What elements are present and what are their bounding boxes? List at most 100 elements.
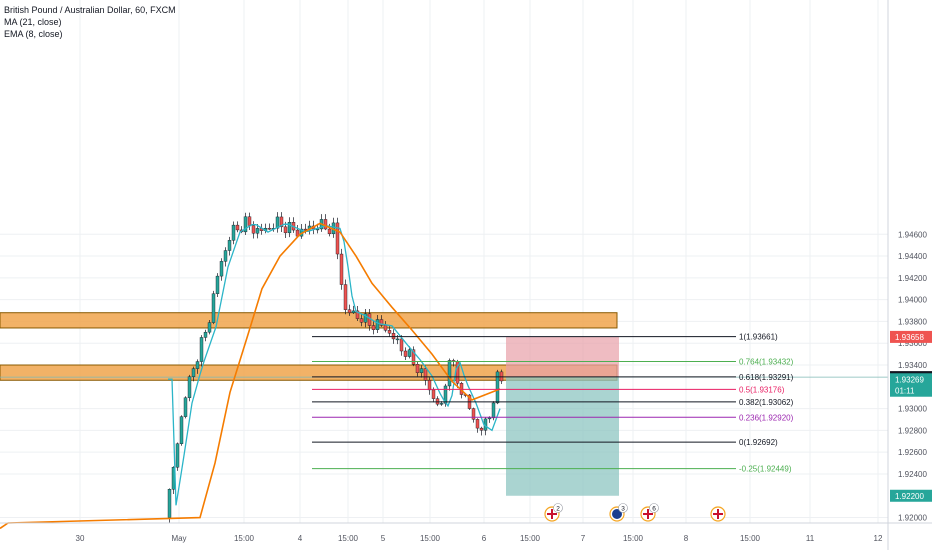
ma-21-line — [168, 223, 501, 506]
candle-body — [231, 224, 236, 241]
candle-body — [395, 338, 400, 341]
price-tick-label: 1.92400 — [898, 470, 927, 479]
candle-body — [287, 222, 292, 234]
candle-body — [419, 368, 424, 373]
candle-body — [431, 389, 436, 399]
price-badge — [890, 330, 932, 343]
ma-path — [168, 223, 501, 506]
price-tick-label: 1.93000 — [898, 405, 927, 414]
candle-body — [255, 228, 260, 234]
candle-body — [335, 222, 340, 255]
event-count: 6 — [652, 506, 656, 513]
candle-body — [247, 216, 252, 226]
time-tick-label: 15:00 — [623, 534, 644, 543]
fibonacci-retracement[interactable]: 1(1.93661) 0.764(1.93432) 0.618(1.93291) 0.… — [312, 333, 794, 474]
time-tick-label: 15:00 — [740, 534, 761, 543]
fib-level-label: 0.618(1.93291) — [739, 373, 794, 382]
candle-body — [479, 427, 484, 431]
price-tick-label: 1.93400 — [898, 361, 927, 370]
candle-body — [471, 408, 476, 420]
candle-body — [423, 368, 428, 381]
candle-body — [487, 417, 492, 420]
price-tick-label: 1.93800 — [898, 317, 927, 326]
fib-level-label: 0.382(1.93062) — [739, 398, 794, 407]
ema-legend[interactable]: EMA (8, close) — [4, 29, 63, 39]
time-tick-label: 15:00 — [420, 534, 441, 543]
event-count-badge — [649, 503, 659, 513]
candle-body — [235, 224, 240, 231]
stop-loss-area — [506, 336, 619, 378]
candle-body — [227, 240, 232, 251]
price-badge — [890, 489, 932, 502]
candle-body — [215, 275, 220, 294]
fib-level-label: 0(1.92692) — [739, 438, 778, 447]
candle-body — [267, 227, 272, 230]
candle-body — [223, 250, 228, 262]
price-axis[interactable]: 1.94600 1.94400 1.94200 1.94000 1.93800 1.936… — [887, 0, 932, 550]
symbol-title[interactable]: British Pound / Australian Dollar, 60, F… — [4, 5, 176, 15]
fib-level-label: 1(1.93661) — [739, 333, 778, 342]
price-badge — [890, 373, 932, 386]
fib-level-label: 0.764(1.93432) — [739, 358, 794, 367]
ema-path — [0, 222, 501, 530]
candle-body — [375, 319, 380, 330]
candle-body — [475, 419, 480, 429]
price-tick-label: 1.94200 — [898, 274, 927, 283]
candle-body — [327, 228, 332, 235]
event-count: 2 — [556, 506, 560, 513]
candle-body — [183, 397, 188, 417]
candle-body — [187, 376, 192, 398]
candle-body — [403, 350, 408, 357]
candle-body — [167, 489, 172, 518]
candle-body — [359, 318, 364, 323]
ma-legend[interactable]: MA (21, close) — [4, 17, 62, 27]
time-tick-label: 5 — [381, 534, 386, 543]
event-count-badge — [553, 503, 563, 513]
candle-body — [199, 337, 204, 362]
time-tick-label: May — [171, 534, 186, 543]
price-badge-label: 01:11 — [895, 387, 915, 396]
resistance-zone — [0, 312, 618, 329]
candle-body — [447, 360, 452, 387]
candle-body — [399, 338, 404, 352]
price-tick-label: 1.94600 — [898, 230, 927, 239]
candle-body — [351, 310, 356, 313]
ema-8-line — [0, 222, 501, 530]
price-tick-label: 1.92600 — [898, 448, 927, 457]
economic-events-row[interactable]: 2 3 6 — [544, 503, 726, 522]
fib-level-label: -0.25(1.92449) — [739, 465, 792, 474]
price-tick-label: 1.92000 — [898, 514, 927, 523]
candle-body — [279, 216, 284, 228]
candle-body — [415, 364, 420, 373]
price-tick-label: 1.93600 — [898, 339, 927, 348]
price-badge-label: 1.92200 — [895, 492, 924, 501]
candle-body — [211, 293, 216, 323]
time-tick-label: 6 — [482, 534, 487, 543]
candle-body — [251, 225, 256, 234]
price-badge-label: 1.93269 — [895, 375, 924, 384]
time-tick-label: 7 — [581, 534, 586, 543]
candle-body — [379, 319, 384, 326]
chart-legend: British Pound / Australian Dollar, 60, F… — [4, 4, 176, 40]
fib-level-label: 0.5(1.93176) — [739, 385, 785, 394]
candle-body — [411, 349, 416, 365]
candle-body — [283, 226, 288, 234]
time-tick-label: 4 — [298, 534, 303, 543]
candle-body — [387, 330, 392, 334]
candle-body — [191, 368, 196, 377]
candle-body — [495, 371, 500, 404]
time-tick-label: 8 — [684, 534, 689, 543]
candle-body — [323, 219, 328, 230]
candle-body — [203, 331, 208, 338]
candle-body — [175, 443, 180, 468]
time-tick-label: 15:00 — [520, 534, 541, 543]
time-axis[interactable]: 30 May 15:00 4 15:00 5 15:00 6 15:00 7 15:00 8 15:00… — [0, 522, 932, 543]
candle-body — [427, 380, 432, 391]
candle-body — [407, 349, 412, 357]
time-tick-label: 11 — [806, 534, 815, 543]
candle-body — [363, 313, 368, 323]
candle-body — [195, 361, 200, 369]
candle-body — [207, 322, 212, 333]
candle-body — [355, 310, 360, 319]
